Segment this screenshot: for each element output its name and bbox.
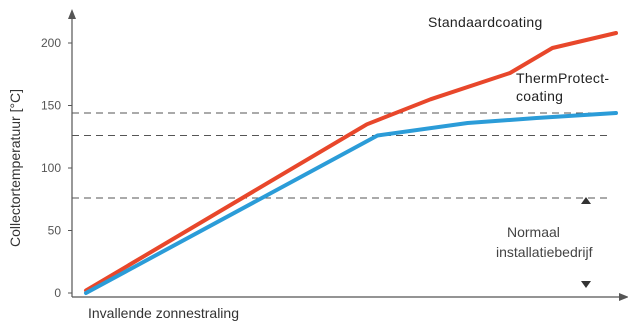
series-line-standaardcoating [84, 31, 618, 293]
series-label-line: Standaardcoating [428, 14, 543, 30]
annotation-label-line: Normaal [507, 224, 560, 240]
series-label-standaardcoating: Standaardcoating [428, 14, 543, 30]
y-ticks: 0 50 100 150 200 [41, 36, 72, 300]
series-label-line: ThermProtect- [516, 70, 609, 86]
y-tick-label-100: 100 [41, 161, 61, 175]
y-tick-label-0: 0 [54, 286, 61, 300]
series-labels: Standaardcoating ThermProtect-coating [428, 14, 609, 104]
annotation-arrow-up-icon [581, 197, 591, 204]
annotation-label: Normaal installatiebedrijf [496, 224, 593, 260]
series-label-thermprotect: ThermProtect-coating [516, 70, 609, 104]
series-label-line: coating [516, 88, 563, 104]
y-tick-label-150: 150 [41, 99, 61, 113]
series-line-thermprotect [84, 111, 618, 295]
series-lines [84, 31, 618, 295]
y-tick-label-200: 200 [41, 36, 61, 50]
annotation-label-line: installatiebedrijf [496, 244, 593, 260]
y-axis-label: Collectortemperatuur [°C] [7, 89, 23, 247]
x-axis-label: Invallende zonnestraling [88, 305, 239, 321]
annotation-arrow-down-icon [581, 281, 591, 288]
reference-lines [72, 112, 612, 199]
annotation-normal-operation: Normaal installatiebedrijf [496, 197, 593, 288]
y-tick-label-50: 50 [48, 224, 62, 238]
